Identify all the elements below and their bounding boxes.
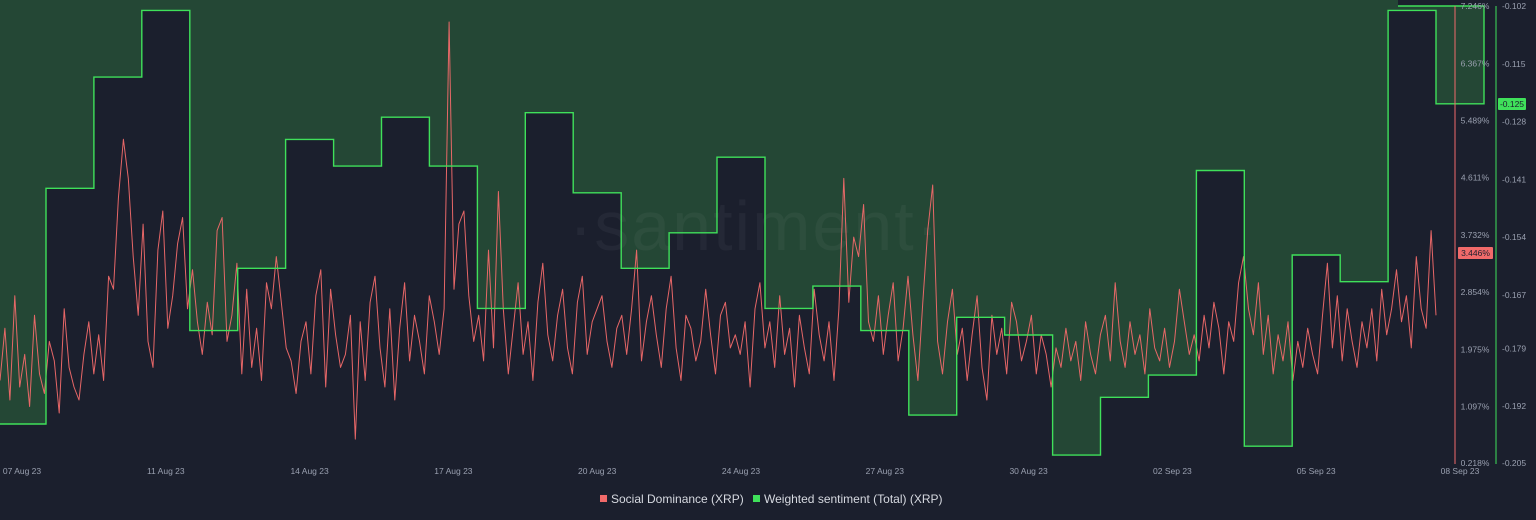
sentiment-area-path: [0, 0, 1484, 456]
legend-label-weighted-sentiment: Weighted sentiment (Total) (XRP): [764, 492, 943, 506]
x-tick-label: 27 Aug 23: [866, 466, 905, 476]
right-y-tick-label: -0.115: [1502, 59, 1526, 69]
right-y-tick-label: -0.154: [1502, 232, 1526, 242]
legend-label-social-dominance: Social Dominance (XRP): [611, 492, 744, 506]
right-y-tick-label: -0.179: [1502, 343, 1526, 353]
x-tick-label: 02 Sep 23: [1153, 466, 1192, 476]
legend-swatch-social-dominance: [600, 495, 607, 502]
left-y-tick-label: 3.732%: [1461, 230, 1490, 240]
x-tick-label: 30 Aug 23: [1009, 466, 1048, 476]
left-y-tick-label: 0.218%: [1461, 458, 1490, 468]
x-tick-label: 24 Aug 23: [722, 466, 761, 476]
sentiment-area-fill: [0, 0, 1484, 456]
right-y-tick-label: -0.167: [1502, 290, 1526, 300]
legend-item-social-dominance[interactable]: Social Dominance (XRP): [600, 492, 744, 506]
x-tick-label: 17 Aug 23: [434, 466, 473, 476]
x-tick-label: 20 Aug 23: [578, 466, 617, 476]
legend-swatch-weighted-sentiment: [753, 495, 760, 502]
right-y-axis: -0.102 -0.115 -0.128 -0.141 -0.154 -0.167 -0.1…: [1502, 1, 1526, 468]
right-y-tick-label: -0.141: [1502, 174, 1526, 184]
social-dominance-value-badge: 3.446%: [1458, 247, 1493, 259]
social-dominance-value-label: 3.446%: [1461, 248, 1490, 258]
left-y-tick-label: 5.489%: [1461, 116, 1490, 126]
left-y-tick-label: 7.246%: [1461, 1, 1490, 11]
weighted-sentiment-value-label: -0.125: [1500, 99, 1524, 109]
x-tick-label: 11 Aug 23: [147, 466, 185, 476]
santiment-watermark: ·santiment·: [569, 187, 941, 265]
left-y-tick-label: 2.854%: [1461, 287, 1490, 297]
x-tick-label: 14 Aug 23: [290, 466, 329, 476]
weighted-sentiment-line: [0, 5, 1485, 456]
right-y-tick-label: -0.102: [1502, 1, 1526, 11]
left-y-tick-label: 1.975%: [1461, 345, 1490, 355]
x-tick-label: 05 Sep 23: [1297, 466, 1336, 476]
weighted-sentiment-value-badge: -0.125: [1498, 98, 1526, 110]
weighted-sentiment-series: [0, 5, 1485, 456]
right-y-tick-label: -0.205: [1502, 458, 1526, 468]
x-tick-label: 07 Aug 23: [3, 466, 42, 476]
right-y-tick-label: -0.128: [1502, 117, 1526, 127]
left-y-axis: 7.246% 6.367% 5.489% 4.611% 3.732% 2.854% 1.97…: [1461, 1, 1490, 468]
left-y-tick-label: 4.611%: [1461, 173, 1490, 183]
right-y-tick-label: -0.192: [1502, 401, 1526, 411]
x-axis: 07 Aug 23 11 Aug 23 14 Aug 23 17 Aug 23 20 A…: [3, 466, 1480, 476]
legend-item-weighted-sentiment[interactable]: Weighted sentiment (Total) (XRP): [753, 492, 943, 506]
legend: Social Dominance (XRP) Weighted sentimen…: [600, 492, 943, 506]
left-y-tick-label: 6.367%: [1461, 58, 1490, 68]
left-y-tick-label: 1.097%: [1461, 402, 1490, 412]
x-tick-label: 08 Sep 23: [1441, 466, 1480, 476]
